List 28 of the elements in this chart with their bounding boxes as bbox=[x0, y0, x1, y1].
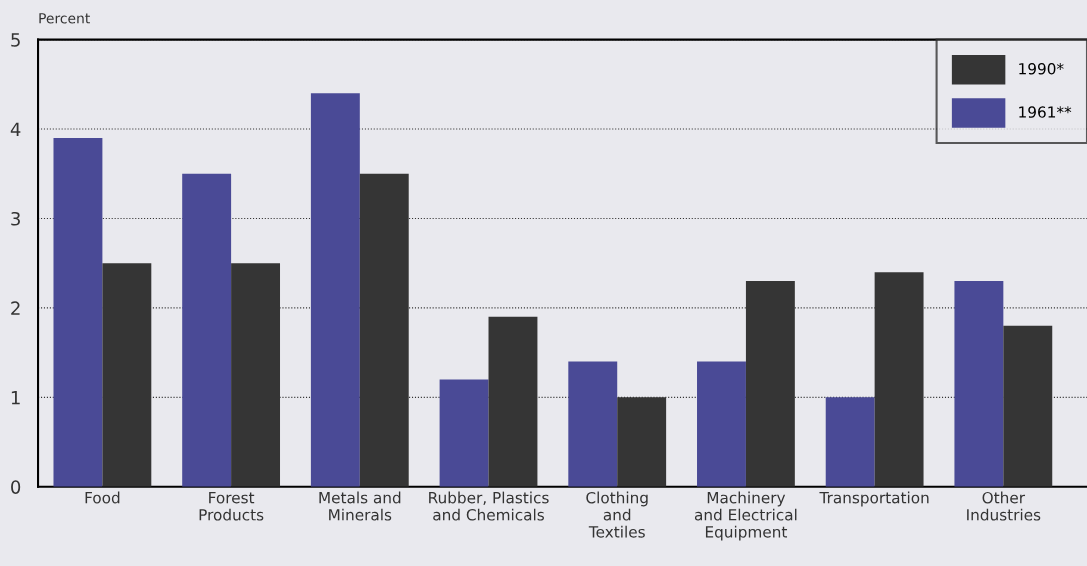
x-tick-label: Transportation bbox=[819, 491, 929, 507]
bar bbox=[310, 93, 360, 487]
x-tick-label: Machinery and Electrical Equipment bbox=[694, 491, 797, 541]
y-tick-label: 4 bbox=[10, 122, 21, 136]
bar bbox=[825, 397, 875, 487]
bar bbox=[53, 137, 103, 487]
x-tick-label: Rubber, Plastics and Chemicals bbox=[429, 491, 549, 521]
bar bbox=[697, 361, 746, 487]
y-tick-label: 3 bbox=[11, 211, 20, 226]
bar bbox=[954, 281, 1004, 487]
bar bbox=[439, 379, 489, 487]
y-tick-label: 1 bbox=[11, 391, 20, 405]
x-tick-label: Food bbox=[85, 491, 120, 504]
bar bbox=[617, 397, 667, 487]
x-tick-label: Clothing and Textiles bbox=[586, 491, 648, 538]
bar bbox=[102, 263, 152, 487]
y-axis-title: Percent bbox=[39, 13, 90, 24]
bar bbox=[182, 173, 232, 487]
y-tick-label: 2 bbox=[11, 301, 20, 315]
x-tick-label: Forest Products bbox=[199, 492, 264, 521]
y-tick-label: 0 bbox=[11, 480, 21, 494]
legend-label: 1961** bbox=[1019, 106, 1072, 118]
bar bbox=[568, 361, 618, 487]
y-tick-label: 5 bbox=[11, 33, 20, 47]
x-tick-label: Metals and Minerals bbox=[319, 491, 401, 521]
bar bbox=[1003, 325, 1053, 487]
legend-label: 1990* bbox=[1019, 62, 1064, 75]
x-tick-label: Other Industries bbox=[967, 491, 1041, 521]
